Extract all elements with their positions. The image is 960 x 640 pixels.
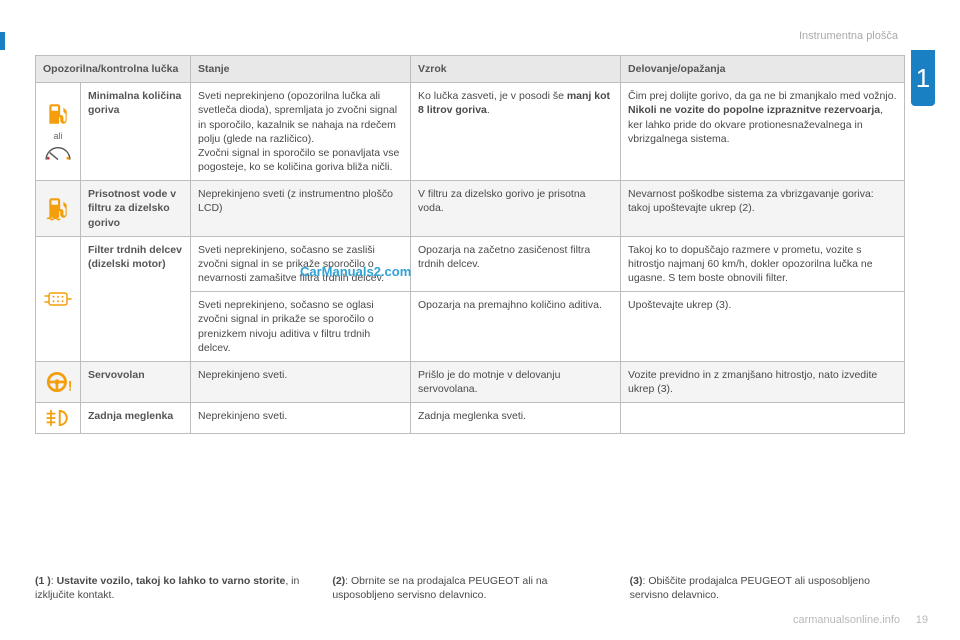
row-action: Nevarnost poškodbe sistema za vbrizgavan… [621, 181, 905, 237]
row-cause: Prišlo je do motnje v delovanju servovol… [411, 361, 621, 402]
svg-text:!: ! [68, 378, 71, 394]
row-cause: Opozarja na začetno zasičenost filtra tr… [411, 236, 621, 292]
row-name: Servovolan [81, 361, 191, 402]
row-action: Takoj ko to dopuščajo razmere v prometu,… [621, 236, 905, 292]
steering-icon: ! [45, 369, 71, 395]
row-action [621, 403, 905, 434]
dpf-icon [43, 289, 73, 309]
row-action: Upoštevajte ukrep (3). [621, 292, 905, 362]
row-state: Neprekinjeno sveti (z instrumentno plošč… [191, 181, 411, 237]
row-cause: Zadnja meglenka sveti. [411, 403, 621, 434]
gauge-icon [44, 145, 72, 163]
row-cause: V filtru za dizelsko gorivo je prisotna … [411, 181, 621, 237]
table-row: ! Servovolan Neprekinjeno sveti. Prišlo … [36, 361, 905, 402]
th-state: Stanje [191, 56, 411, 83]
row-state: Sveti neprekinjeno (opozorilna lučka ali… [191, 83, 411, 181]
table-row: ali Minimalna količina goriva Sveti nepr… [36, 83, 905, 181]
table-row: Zadnja meglenka Neprekinjeno sveti. Zadn… [36, 403, 905, 434]
th-lamp: Opozorilna/kontrolna lučka [36, 56, 191, 83]
rear-fog-icon [44, 407, 72, 429]
table-row: Filter trdnih delcev (dizelski motor) Sv… [36, 236, 905, 292]
row-name: Prisotnost vode v filtru za dizelsko gor… [81, 181, 191, 237]
section-title: Instrumentna plošča [799, 30, 898, 42]
table-row: Prisotnost vode v filtru za dizelsko gor… [36, 181, 905, 237]
ali-text: ali [38, 130, 78, 142]
row-cause: Ko lučka zasveti, je v posodi še manj ko… [411, 83, 621, 181]
row-state: Sveti neprekinjeno, sočasno se zasliši z… [191, 236, 411, 292]
row-action: Vozite previdno in z zmanjšano hitrostjo… [621, 361, 905, 402]
row-state: Neprekinjeno sveti. [191, 361, 411, 402]
chapter-tab: 1 [911, 50, 935, 106]
row-state: Neprekinjeno sveti. [191, 403, 411, 434]
th-action: Delovanje/opažanja [621, 56, 905, 83]
row-name: Filter trdnih delcev (dizelski motor) [81, 236, 191, 361]
row-action: Čim prej dolijte gorivo, da ga ne bi zma… [621, 83, 905, 181]
th-cause: Vzrok [411, 56, 621, 83]
site-url: carmanualsonline.info [793, 614, 900, 626]
fuel-water-icon [45, 195, 71, 221]
row-name: Minimalna količina goriva [81, 83, 191, 181]
footer-notes: (1 ): Ustavite vozilo, takoj ko lahko to… [35, 574, 905, 602]
row-state: Sveti neprekinjeno, sočasno se oglasi zv… [191, 292, 411, 362]
warning-lamp-table: Opozorilna/kontrolna lučka Stanje Vzrok … [35, 55, 905, 434]
fuel-pump-icon [45, 101, 71, 127]
row-name: Zadnja meglenka [81, 403, 191, 434]
page-number: 19 [916, 614, 928, 626]
row-cause: Opozarja na premajhno količino aditiva. [411, 292, 621, 362]
